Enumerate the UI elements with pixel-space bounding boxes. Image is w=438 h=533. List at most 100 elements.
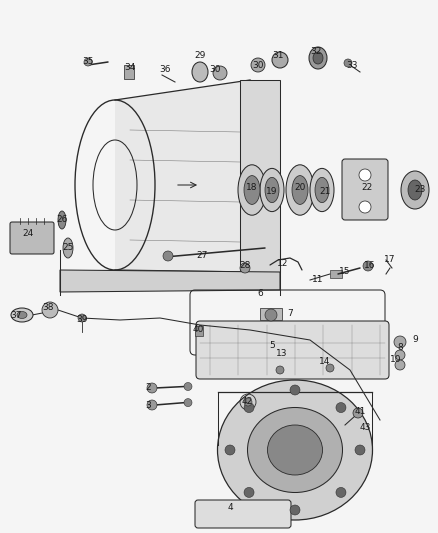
Circle shape	[244, 398, 252, 406]
Circle shape	[290, 385, 300, 395]
Text: 26: 26	[57, 215, 68, 224]
Text: 32: 32	[310, 47, 321, 56]
Text: 30: 30	[209, 66, 221, 75]
Circle shape	[359, 201, 371, 213]
Text: 25: 25	[62, 244, 74, 253]
Text: 33: 33	[346, 61, 358, 69]
Text: 14: 14	[319, 357, 331, 366]
Text: 43: 43	[359, 424, 371, 432]
Ellipse shape	[310, 168, 334, 212]
Ellipse shape	[11, 308, 33, 322]
Text: 13: 13	[276, 349, 288, 358]
Circle shape	[265, 309, 277, 321]
Ellipse shape	[265, 177, 279, 203]
Ellipse shape	[244, 175, 260, 204]
Text: 36: 36	[159, 66, 171, 75]
Circle shape	[355, 445, 365, 455]
Text: 15: 15	[339, 268, 351, 277]
Ellipse shape	[292, 175, 308, 204]
Ellipse shape	[313, 52, 323, 64]
Ellipse shape	[315, 177, 329, 203]
Text: 4: 4	[227, 504, 233, 513]
Text: 27: 27	[196, 251, 208, 260]
FancyBboxPatch shape	[240, 80, 280, 272]
Ellipse shape	[58, 211, 66, 229]
Ellipse shape	[268, 425, 322, 475]
Text: 42: 42	[241, 397, 253, 406]
Circle shape	[344, 59, 352, 67]
Text: 8: 8	[397, 343, 403, 351]
Circle shape	[184, 399, 192, 407]
Text: 23: 23	[414, 185, 426, 195]
Text: 39: 39	[76, 316, 88, 325]
Ellipse shape	[238, 165, 266, 215]
Circle shape	[353, 408, 363, 418]
Ellipse shape	[260, 168, 284, 212]
Circle shape	[78, 314, 86, 322]
Circle shape	[225, 445, 235, 455]
Circle shape	[251, 58, 265, 72]
Circle shape	[395, 350, 405, 360]
Text: 17: 17	[384, 255, 396, 264]
Ellipse shape	[247, 408, 343, 492]
Circle shape	[84, 58, 92, 66]
Bar	[330, 270, 342, 278]
Polygon shape	[60, 270, 280, 292]
Polygon shape	[115, 80, 250, 272]
Circle shape	[244, 487, 254, 497]
Ellipse shape	[309, 47, 327, 69]
Text: 24: 24	[22, 230, 34, 238]
Circle shape	[290, 505, 300, 515]
Circle shape	[240, 263, 250, 273]
FancyBboxPatch shape	[342, 159, 388, 220]
Text: 19: 19	[266, 188, 278, 197]
Text: 3: 3	[145, 400, 151, 409]
Text: 7: 7	[287, 309, 293, 318]
Circle shape	[42, 302, 58, 318]
Circle shape	[147, 383, 157, 393]
Text: 35: 35	[82, 58, 94, 67]
Text: 22: 22	[361, 182, 373, 191]
Text: 34: 34	[124, 63, 136, 72]
Text: 29: 29	[194, 52, 206, 61]
Circle shape	[276, 366, 284, 374]
FancyBboxPatch shape	[195, 500, 291, 528]
Text: 2: 2	[145, 384, 151, 392]
Circle shape	[163, 251, 173, 261]
Ellipse shape	[401, 171, 429, 209]
Text: 21: 21	[319, 188, 331, 197]
Circle shape	[184, 383, 192, 391]
Circle shape	[395, 360, 405, 370]
Circle shape	[272, 52, 288, 68]
Circle shape	[244, 402, 254, 413]
Text: 20: 20	[294, 182, 306, 191]
Text: 11: 11	[312, 276, 324, 285]
Text: 41: 41	[354, 408, 366, 416]
Text: 9: 9	[412, 335, 418, 344]
Text: 6: 6	[257, 288, 263, 297]
FancyBboxPatch shape	[196, 321, 389, 379]
Circle shape	[363, 261, 373, 271]
Bar	[195, 326, 203, 336]
FancyBboxPatch shape	[10, 222, 54, 254]
Text: 18: 18	[246, 182, 258, 191]
Bar	[260, 308, 282, 320]
Text: 31: 31	[272, 51, 284, 60]
Text: 38: 38	[42, 303, 54, 312]
Circle shape	[359, 169, 371, 181]
Text: 37: 37	[10, 311, 22, 319]
Text: 28: 28	[239, 261, 251, 270]
Circle shape	[326, 364, 334, 372]
Ellipse shape	[192, 62, 208, 82]
Circle shape	[147, 400, 157, 410]
Text: 10: 10	[390, 356, 402, 365]
Text: 5: 5	[269, 341, 275, 350]
Circle shape	[213, 66, 227, 80]
Text: 12: 12	[277, 260, 289, 269]
Text: 30: 30	[252, 61, 264, 69]
Ellipse shape	[17, 311, 27, 319]
Ellipse shape	[63, 238, 73, 258]
Circle shape	[336, 487, 346, 497]
Text: 40: 40	[192, 326, 204, 335]
Circle shape	[394, 336, 406, 348]
